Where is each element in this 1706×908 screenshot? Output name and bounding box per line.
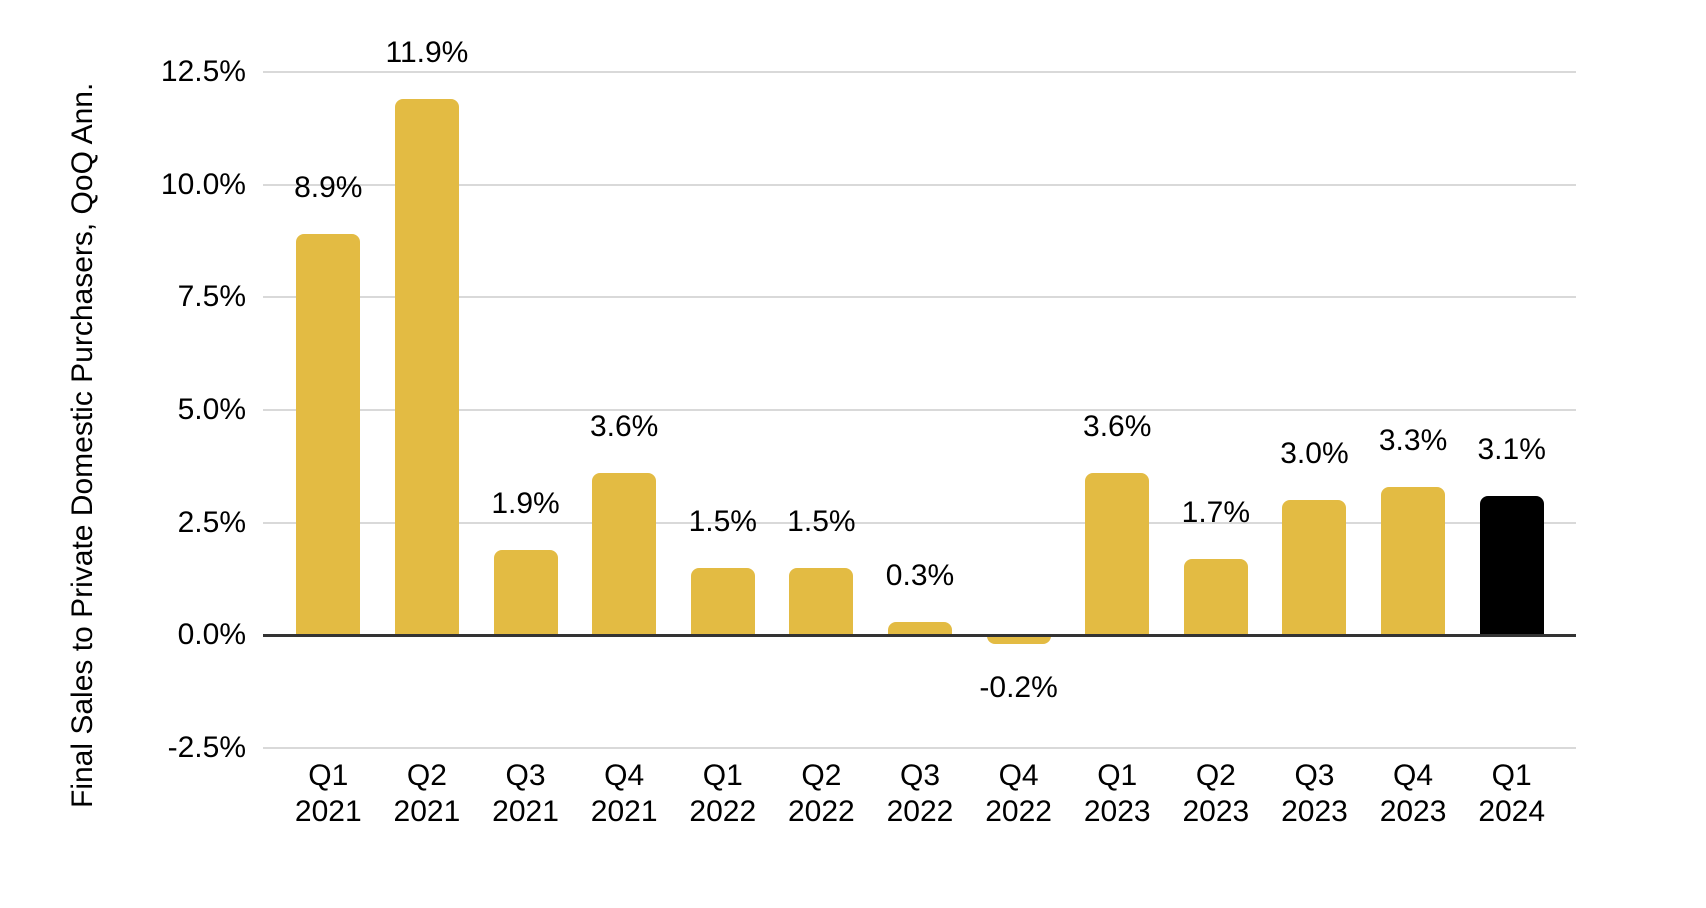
bar-value-label: 3.1%: [1477, 432, 1546, 466]
y-tick-label: 7.5%: [177, 280, 246, 314]
bar: [690, 567, 755, 636]
bar: [394, 99, 459, 636]
zero-axis-line: [263, 634, 1576, 638]
bar: [986, 635, 1051, 645]
bar: [493, 549, 558, 636]
bar: [1183, 558, 1248, 636]
x-tick-label: Q1 2024: [1478, 759, 1546, 828]
bar-value-label: 1.7%: [1181, 495, 1251, 529]
bar-value-label: 1.9%: [491, 486, 560, 520]
x-tick-label: Q1 2022: [689, 759, 757, 828]
x-tick-label: Q3 2021: [492, 759, 559, 828]
gridline: [263, 183, 1576, 186]
bar-value-label: 3.3%: [1378, 423, 1448, 457]
x-tick-label: Q3 2023: [1281, 759, 1348, 828]
gridline: [263, 409, 1576, 411]
bar-value-label: 8.9%: [294, 171, 363, 205]
bar-value-label: 3.0%: [1280, 437, 1349, 471]
x-tick-label: Q1 2023: [1083, 759, 1151, 828]
y-tick-label: 2.5%: [177, 505, 246, 539]
x-tick-label: Q4 2021: [590, 759, 658, 828]
x-tick-label: Q1 2021: [294, 759, 362, 828]
x-tick-label: Q2 2022: [788, 759, 855, 828]
bar: [296, 234, 361, 636]
bar: [1479, 495, 1544, 636]
gridline: [263, 747, 1576, 749]
x-tick-label: Q2 2023: [1182, 759, 1250, 828]
y-tick-label: 5.0%: [177, 393, 246, 426]
bar-value-label: 3.6%: [1083, 410, 1152, 444]
gridline: [263, 296, 1576, 299]
bar: [1085, 473, 1150, 636]
bar-value-label: -0.2%: [979, 671, 1058, 705]
y-tick-label: 12.5%: [160, 55, 246, 88]
bar-value-label: 3.6%: [589, 410, 659, 444]
bar-value-label: 1.5%: [787, 504, 856, 538]
y-tick-label: 10.0%: [160, 167, 246, 201]
y-tick-label: 0.0%: [177, 618, 246, 652]
bar: [592, 473, 657, 636]
x-tick-label: Q4 2022: [985, 759, 1052, 828]
bar-value-label: 0.3%: [885, 558, 955, 592]
x-tick-label: Q2 2021: [393, 759, 461, 828]
bar: [888, 621, 952, 636]
gridline: [263, 521, 1576, 524]
bar-value-label: 1.5%: [688, 504, 757, 538]
x-tick-label: Q4 2023: [1379, 759, 1447, 828]
x-tick-label: Q3 2022: [886, 759, 954, 828]
bar-value-label: 11.9%: [385, 36, 469, 70]
bar: [1282, 500, 1347, 636]
gridline: [263, 71, 1576, 73]
bar: [789, 567, 854, 636]
bar: [1381, 486, 1446, 636]
y-tick-label: -2.5%: [167, 731, 246, 764]
